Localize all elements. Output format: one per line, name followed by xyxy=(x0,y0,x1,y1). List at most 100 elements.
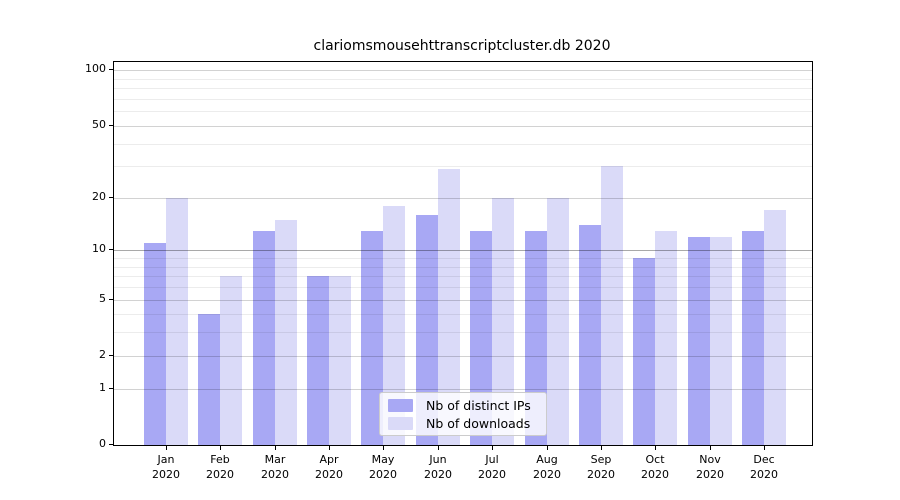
y-tick-label: 0 xyxy=(99,437,106,450)
bar-downloads xyxy=(655,231,677,445)
bar-distinct-ips xyxy=(307,276,329,445)
minor-gridline xyxy=(114,267,812,268)
y-tick-label: 10 xyxy=(92,242,106,255)
x-tick-mark xyxy=(220,446,221,450)
y-tick-label: 2 xyxy=(99,348,106,361)
minor-gridline xyxy=(114,88,812,89)
x-tick-mark xyxy=(166,446,167,450)
bar-downloads xyxy=(601,166,623,445)
bar-distinct-ips xyxy=(742,231,764,445)
x-tick-year: 2020 xyxy=(750,468,778,481)
x-tick-label: Aug 2020 xyxy=(519,452,575,482)
minor-gridline xyxy=(114,332,812,333)
x-tick-mark xyxy=(275,446,276,450)
chart-title: clariomsmousehttranscriptcluster.db 2020 xyxy=(313,38,611,54)
bar-downloads xyxy=(547,198,569,445)
bar-distinct-ips xyxy=(198,314,220,445)
bar-distinct-ips xyxy=(579,225,601,445)
legend-swatch-downloads-icon xyxy=(388,416,413,430)
minor-gridline xyxy=(114,276,812,277)
x-tick-month: Jan xyxy=(157,453,175,466)
x-tick-year: 2020 xyxy=(587,468,615,481)
x-tick-month: Oct xyxy=(645,453,665,466)
bar-downloads xyxy=(166,198,188,445)
x-tick-month: Jun xyxy=(429,453,447,466)
x-tick-month: Sep xyxy=(590,453,612,466)
x-tick-mark xyxy=(655,446,656,450)
x-tick-mark xyxy=(383,446,384,450)
y-tick-label: 20 xyxy=(92,190,106,203)
legend-row-distinct-ips: Nb of distinct IPs xyxy=(388,398,538,413)
bar-downloads xyxy=(438,169,460,445)
bar-downloads xyxy=(764,210,786,445)
x-tick-label: Feb 2020 xyxy=(192,452,248,482)
x-tick-year: 2020 xyxy=(533,468,561,481)
major-gridline xyxy=(114,70,812,71)
major-gridline xyxy=(114,356,812,357)
minor-gridline xyxy=(114,79,812,80)
x-tick-mark xyxy=(547,446,548,450)
x-tick-label: Jun 2020 xyxy=(410,452,466,482)
bar-distinct-ips xyxy=(633,258,655,445)
x-tick-year: 2020 xyxy=(696,468,724,481)
x-tick-year: 2020 xyxy=(152,468,180,481)
bar-downloads xyxy=(220,276,242,445)
bar-distinct-ips xyxy=(470,231,492,445)
x-tick-mark xyxy=(492,446,493,450)
bar-distinct-ips xyxy=(688,237,710,445)
x-tick-label: Sep 2020 xyxy=(573,452,629,482)
x-tick-month: Nov xyxy=(699,453,721,466)
major-gridline xyxy=(114,198,812,199)
x-tick-month: Mar xyxy=(264,453,286,466)
x-tick-label: Oct 2020 xyxy=(627,452,683,482)
x-tick-label: Jul 2020 xyxy=(464,452,520,482)
x-tick-year: 2020 xyxy=(478,468,506,481)
legend-row-downloads: Nb of downloads xyxy=(388,416,538,431)
x-tick-year: 2020 xyxy=(206,468,234,481)
x-tick-year: 2020 xyxy=(641,468,669,481)
minor-gridline xyxy=(114,314,812,315)
y-tick-label: 5 xyxy=(99,292,106,305)
x-tick-year: 2020 xyxy=(315,468,343,481)
x-tick-month: Jul xyxy=(485,453,499,466)
x-tick-month: Feb xyxy=(210,453,230,466)
x-tick-label: Dec 2020 xyxy=(736,452,792,482)
major-gridline xyxy=(114,300,812,301)
bar-distinct-ips xyxy=(525,231,547,445)
x-tick-year: 2020 xyxy=(424,468,452,481)
x-tick-year: 2020 xyxy=(369,468,397,481)
plot-area xyxy=(113,61,813,446)
minor-gridline xyxy=(114,144,812,145)
bar-distinct-ips xyxy=(253,231,275,445)
minor-gridline xyxy=(114,287,812,288)
y-tick-label: 50 xyxy=(92,118,106,131)
major-gridline xyxy=(114,250,812,251)
x-tick-month: Dec xyxy=(753,453,775,466)
legend: Nb of distinct IPs Nb of downloads xyxy=(379,392,547,436)
legend-label-downloads: Nb of downloads xyxy=(426,415,531,431)
x-tick-year: 2020 xyxy=(261,468,289,481)
x-tick-label: Nov 2020 xyxy=(682,452,738,482)
bar-distinct-ips xyxy=(144,243,166,445)
x-tick-mark xyxy=(710,446,711,450)
x-tick-month: May xyxy=(371,453,395,466)
major-gridline xyxy=(114,389,812,390)
y-tick-label: 100 xyxy=(85,62,106,75)
bar-downloads xyxy=(492,198,514,445)
y-tick-label: 1 xyxy=(99,381,106,394)
x-tick-mark xyxy=(601,446,602,450)
bar-downloads xyxy=(710,237,732,445)
x-tick-label: Mar 2020 xyxy=(247,452,303,482)
x-tick-month: Aug xyxy=(536,453,558,466)
x-tick-label: May 2020 xyxy=(355,452,411,482)
legend-label-distinct-ips: Nb of distinct IPs xyxy=(426,397,531,413)
x-tick-label: Jan 2020 xyxy=(138,452,194,482)
x-tick-mark xyxy=(329,446,330,450)
bar-distinct-ips xyxy=(416,215,438,445)
bar-downloads xyxy=(329,276,351,445)
x-tick-label: Apr 2020 xyxy=(301,452,357,482)
bar-distinct-ips xyxy=(361,231,383,445)
minor-gridline xyxy=(114,111,812,112)
minor-gridline xyxy=(114,99,812,100)
